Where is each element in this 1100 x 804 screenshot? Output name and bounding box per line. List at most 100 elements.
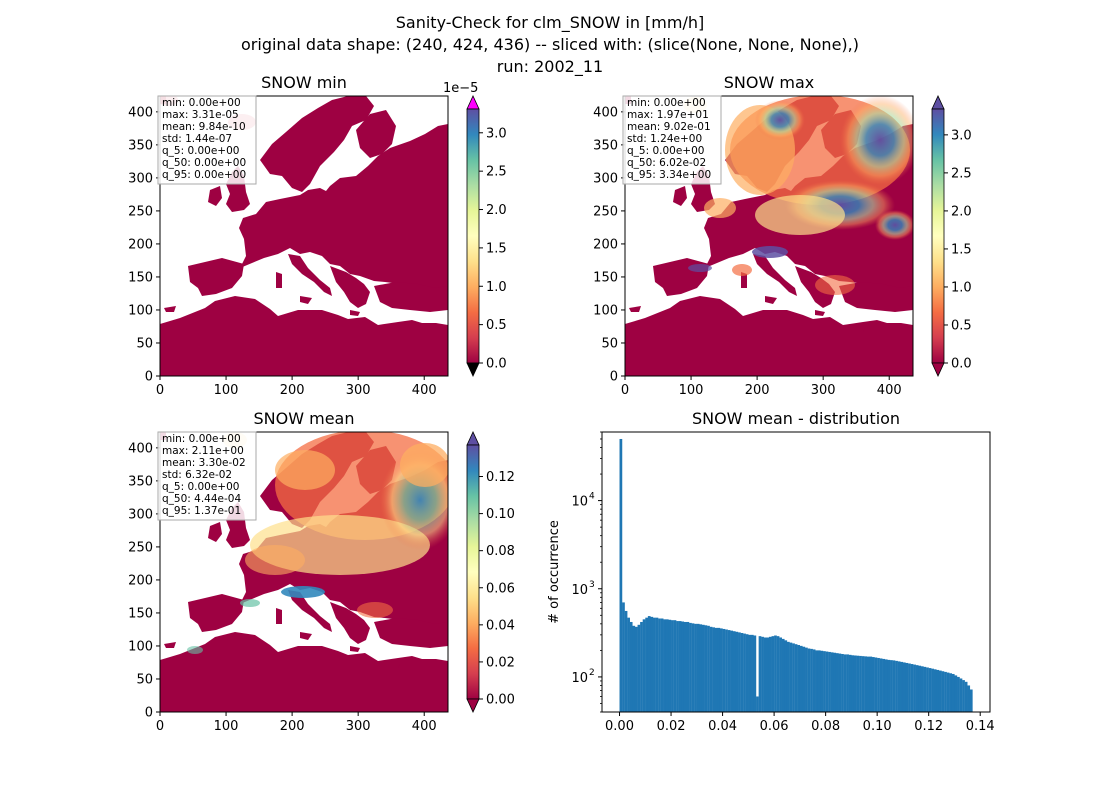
histogram-bar [686,621,690,712]
colorbar-tick-label: 0.02 [486,655,515,670]
y-tick-label: 250 [593,204,618,219]
histogram-bar [784,640,788,712]
panel-title: SNOW mean [254,409,355,428]
figure-title-line-3: run: 2002_11 [497,57,603,77]
stat-line: mean: 3.30e-02 [162,457,246,469]
colorbar-tick-label: 0.12 [486,470,515,485]
colorbar-extend-top [466,95,480,110]
histogram-bar [655,617,659,712]
panel-title: SNOW max [724,73,814,92]
histogram-bar [848,654,852,712]
stat-line: q_50: 0.00e+00 [162,157,246,169]
y-tick-label: 400 [128,105,153,120]
histogram-bar [660,618,664,712]
histogram-bar [820,650,824,712]
x-tick-label: 0.02 [657,719,686,734]
colorbar-tick-label: 0.0 [951,357,972,372]
y-tick-label: 400 [593,105,618,120]
histogram-bar [843,654,847,712]
histogram-bar [856,655,860,712]
y-tick-label: 200 [128,573,153,588]
colorbar: 0.0 0.5 1.0 1.5 2.0 2.5 3.0 1e−5 [443,81,507,377]
histogram-bar [835,653,839,712]
histogram-bar [864,656,867,712]
histogram-bar [923,666,927,712]
y-tick-label: 100 [128,639,153,654]
histogram-bar [735,631,739,712]
colorbar-tick-label: 0.0 [486,357,507,372]
stats-box: min: 0.00e+00 max: 3.31e-05 mean: 9.84e-… [157,95,257,185]
histogram-bar [892,660,896,712]
histogram-bar [910,664,914,712]
y-tick-label: 100 [128,303,153,318]
colorbar-exponent: 1e−5 [443,81,478,96]
histogram-bar [629,621,633,712]
histogram-bar [768,636,772,712]
stat-line: max: 2.11e+00 [162,445,244,457]
histogram-bar [671,620,674,712]
histogram-bar [967,685,971,712]
histogram-bar [913,664,916,712]
x-tick-label: 0 [156,719,164,734]
colorbar-extend-bottom [466,362,480,377]
y-tick-label: 50 [136,672,153,687]
y-tick-label: 100 [593,303,618,318]
histogram-bar [900,661,904,712]
colorbar-tick-label: 0.10 [486,507,515,522]
histogram-bar [828,651,831,712]
colorbar: 0.00 0.02 0.04 0.06 0.08 0.10 0.12 [466,431,515,713]
colorbar: 0.0 0.5 1.0 1.5 2.0 2.5 3.0 [931,95,972,377]
stat-line: max: 1.97e+01 [627,109,709,121]
histogram-bar [740,632,744,712]
histogram-bar [624,610,628,712]
histogram-bar [619,438,623,712]
stat-line: q_5: 0.00e+00 [162,481,239,493]
histogram-bar [908,663,911,712]
histogram-bar [632,625,636,712]
histogram-bar [668,619,672,712]
colorbar-tick-label: 2.5 [951,166,972,181]
histogram-bar [766,637,770,712]
figure-title-line-2: original data shape: (240, 424, 436) -- … [241,35,859,54]
histogram-bar [877,657,880,712]
histogram-bar [812,649,816,712]
histogram-bar [753,635,757,712]
histogram-bar [640,621,643,712]
y-tick-label: 10 [571,583,588,598]
stat-line: q_5: 0.00e+00 [627,145,704,157]
histogram-bar [689,622,692,712]
histogram-bar [725,629,728,712]
y-tick-label: 10 [571,671,588,686]
colorbar-tick-label: 1.5 [951,242,972,257]
y-tick-label: 0 [145,706,153,721]
x-tick-label: 400 [412,383,437,398]
colorbar-extend-top [466,431,480,446]
histogram-bar [962,680,965,712]
panel-distribution: SNOW mean - distribution 0.00 0.02 0.04 0.0… [547,409,995,734]
histogram-bar [807,648,811,712]
x-tick-label: 300 [346,719,371,734]
histogram-bar [637,624,641,712]
histogram-bar [678,621,682,712]
figure-title-line-1: Sanity-Check for clm_SNOW in [mm/h] [396,13,704,33]
histogram-bar [748,634,752,712]
histogram-bar [699,624,703,712]
histogram-bar [887,659,891,712]
histogram-bar [714,627,718,712]
histogram-bar [658,618,661,712]
histogram-bar [902,662,906,712]
histogram-bar [944,671,947,712]
histogram-bar [964,681,968,712]
histogram-bar [794,644,798,712]
histogram-bar [825,651,829,712]
histogram-bar [691,623,695,712]
colorbar-tick-label: 3.0 [486,126,507,141]
histogram-bar [722,628,726,712]
histogram-bar [683,621,687,712]
histogram-bar [931,668,934,712]
histogram-bar [884,659,888,712]
stat-line: q_95: 1.37e-01 [162,505,241,517]
panel-snow-max: SNOW max 0 100 200 300 400 0 50 100 150 200 250 300… [593,73,972,398]
histogram-bar [874,657,878,712]
histogram-bar [681,621,685,712]
